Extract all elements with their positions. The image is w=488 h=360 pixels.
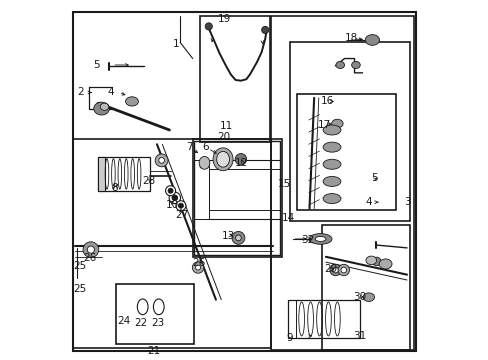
Ellipse shape: [235, 235, 241, 241]
Text: 1: 1: [172, 39, 179, 49]
Ellipse shape: [335, 62, 344, 68]
Ellipse shape: [176, 201, 185, 211]
Text: 2: 2: [77, 87, 83, 98]
Text: 9: 9: [286, 333, 293, 343]
Ellipse shape: [378, 259, 391, 269]
Ellipse shape: [323, 125, 340, 135]
Ellipse shape: [308, 234, 331, 244]
Text: 25: 25: [74, 284, 87, 294]
Bar: [290, 42, 408, 221]
Ellipse shape: [178, 203, 183, 208]
Ellipse shape: [87, 246, 94, 253]
Text: 3: 3: [404, 197, 410, 207]
Text: 17: 17: [317, 120, 331, 130]
Ellipse shape: [315, 237, 325, 242]
Ellipse shape: [205, 23, 212, 30]
Bar: [192, 139, 282, 257]
Ellipse shape: [329, 264, 341, 276]
Bar: [98, 157, 149, 191]
Ellipse shape: [261, 26, 268, 33]
Ellipse shape: [213, 148, 233, 171]
Text: 18: 18: [345, 33, 358, 43]
Bar: [322, 225, 408, 350]
Text: 26: 26: [83, 253, 97, 263]
Ellipse shape: [83, 242, 99, 257]
Ellipse shape: [94, 102, 109, 115]
Ellipse shape: [231, 231, 244, 244]
Ellipse shape: [125, 97, 138, 106]
Ellipse shape: [337, 264, 349, 276]
Ellipse shape: [340, 267, 346, 273]
Text: 30: 30: [352, 292, 366, 302]
Ellipse shape: [100, 103, 108, 111]
Text: 20: 20: [217, 132, 230, 142]
Text: 16: 16: [321, 96, 334, 106]
Text: 24: 24: [117, 316, 130, 326]
Ellipse shape: [363, 293, 374, 301]
Ellipse shape: [323, 176, 340, 186]
Ellipse shape: [351, 62, 360, 68]
Ellipse shape: [192, 262, 203, 273]
Ellipse shape: [216, 152, 229, 167]
Bar: [208, 169, 280, 210]
Ellipse shape: [235, 154, 246, 165]
Ellipse shape: [323, 194, 340, 203]
Ellipse shape: [155, 154, 168, 167]
Ellipse shape: [172, 195, 177, 201]
Bar: [73, 139, 271, 348]
Text: 13: 13: [222, 231, 235, 242]
Text: 5: 5: [371, 173, 378, 183]
Bar: [116, 284, 194, 344]
Ellipse shape: [199, 157, 209, 169]
Ellipse shape: [365, 256, 376, 265]
Text: 10: 10: [165, 200, 179, 210]
Text: 31: 31: [352, 332, 366, 342]
Ellipse shape: [168, 188, 173, 193]
Bar: [194, 160, 208, 219]
Ellipse shape: [165, 186, 175, 196]
Ellipse shape: [323, 159, 340, 169]
Text: 29: 29: [324, 264, 337, 274]
Text: 27: 27: [175, 210, 188, 220]
Text: 4: 4: [107, 87, 113, 98]
Text: 23: 23: [151, 318, 164, 328]
Text: 14: 14: [282, 213, 295, 223]
Bar: [98, 157, 105, 191]
Text: 7: 7: [185, 142, 192, 152]
Ellipse shape: [169, 192, 180, 203]
Ellipse shape: [372, 257, 380, 266]
Bar: [271, 16, 413, 350]
Text: 11: 11: [220, 121, 233, 131]
Text: 32: 32: [300, 235, 314, 245]
Bar: [297, 94, 395, 210]
Text: 12: 12: [234, 158, 247, 168]
Text: 26: 26: [192, 258, 205, 268]
Text: 21: 21: [147, 346, 161, 356]
Text: 28: 28: [142, 176, 156, 186]
Text: 8: 8: [111, 183, 117, 193]
Text: 6: 6: [203, 142, 209, 152]
Bar: [287, 300, 359, 338]
Ellipse shape: [323, 142, 340, 152]
Text: 15: 15: [277, 179, 290, 189]
Ellipse shape: [365, 35, 379, 45]
Ellipse shape: [195, 265, 200, 270]
Bar: [194, 141, 280, 255]
Ellipse shape: [331, 119, 343, 128]
Bar: [200, 16, 270, 143]
Text: 22: 22: [134, 318, 147, 328]
Text: 25: 25: [74, 261, 87, 271]
Ellipse shape: [332, 267, 338, 273]
Ellipse shape: [159, 157, 164, 163]
Text: 5: 5: [93, 60, 100, 70]
Text: 4: 4: [365, 197, 371, 207]
Text: 19: 19: [217, 14, 230, 24]
